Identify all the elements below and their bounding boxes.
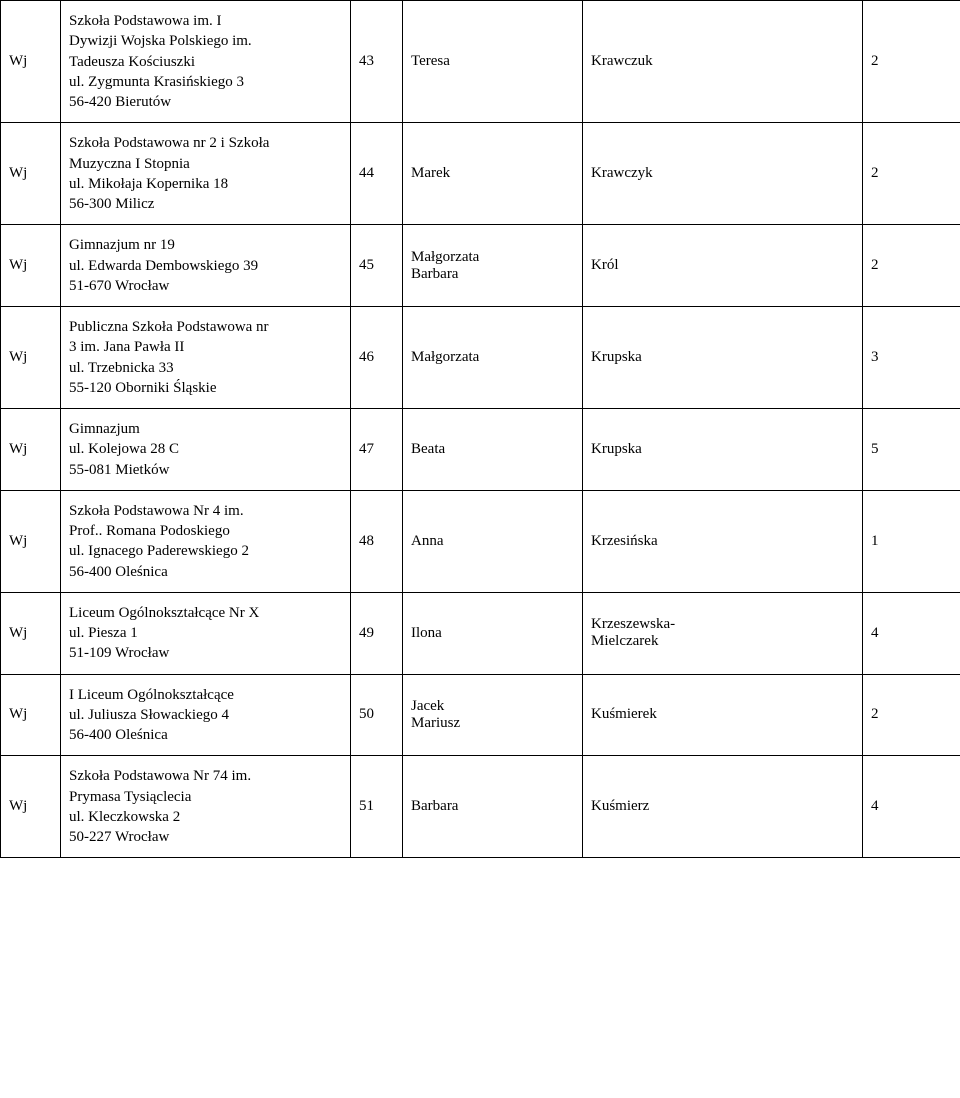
school-line: Szkoła Podstawowa Nr 74 im.	[69, 766, 342, 786]
school-line: 55-120 Oborniki Śląskie	[69, 378, 342, 398]
wj-cell: Wj	[1, 123, 61, 225]
wj-cell: Wj	[1, 225, 61, 307]
firstname-cell: Beata	[403, 409, 583, 491]
num-cell: 49	[351, 592, 403, 674]
wj-cell: Wj	[1, 674, 61, 756]
score-cell: 2	[863, 225, 960, 307]
school-line: 3 im. Jana Pawła II	[69, 337, 342, 357]
wj-cell: Wj	[1, 307, 61, 409]
school-line: Muzyczna I Stopnia	[69, 154, 342, 174]
firstname-cell: Anna	[403, 490, 583, 592]
score-cell: 2	[863, 1, 960, 123]
school-line: Szkoła Podstawowa im. I	[69, 11, 342, 31]
lastname-cell: Krzeszewska-Mielczarek	[583, 592, 863, 674]
table-row: WjLiceum Ogólnokształcące Nr Xul. Piesza…	[1, 592, 960, 674]
wj-cell: Wj	[1, 1, 61, 123]
table-row: WjSzkoła Podstawowa Nr 74 im.Prymasa Tys…	[1, 756, 960, 858]
num-cell: 48	[351, 490, 403, 592]
school-line: 55-081 Mietków	[69, 460, 342, 480]
num-cell: 47	[351, 409, 403, 491]
firstname-cell: Marek	[403, 123, 583, 225]
lastname-cell: Krawczyk	[583, 123, 863, 225]
school-line: 56-400 Oleśnica	[69, 562, 342, 582]
school-line: Liceum Ogólnokształcące Nr X	[69, 603, 342, 623]
lastname-cell: Krawczuk	[583, 1, 863, 123]
score-cell: 4	[863, 756, 960, 858]
firstname-cell: JacekMariusz	[403, 674, 583, 756]
school-line: ul. Mikołaja Kopernika 18	[69, 174, 342, 194]
school-line: ul. Kolejowa 28 C	[69, 439, 342, 459]
school-line: Szkoła Podstawowa Nr 4 im.	[69, 501, 342, 521]
school-line: I Liceum Ogólnokształcące	[69, 685, 342, 705]
score-cell: 2	[863, 674, 960, 756]
school-line: Szkoła Podstawowa nr 2 i Szkoła	[69, 133, 342, 153]
table-row: WjGimnazjumul. Kolejowa 28 C55-081 Mietk…	[1, 409, 960, 491]
school-line: ul. Trzebnicka 33	[69, 358, 342, 378]
wj-cell: Wj	[1, 409, 61, 491]
num-cell: 46	[351, 307, 403, 409]
firstname-cell: MałgorzataBarbara	[403, 225, 583, 307]
school-cell: Gimnazjum nr 19ul. Edwarda Dembowskiego …	[61, 225, 351, 307]
score-cell: 1	[863, 490, 960, 592]
school-line: 51-670 Wrocław	[69, 276, 342, 296]
school-cell: Szkoła Podstawowa im. IDywizji Wojska Po…	[61, 1, 351, 123]
lastname-cell: Krupska	[583, 409, 863, 491]
school-line: Publiczna Szkoła Podstawowa nr	[69, 317, 342, 337]
lastname-cell: Krzesińska	[583, 490, 863, 592]
school-cell: Publiczna Szkoła Podstawowa nr3 im. Jana…	[61, 307, 351, 409]
score-cell: 4	[863, 592, 960, 674]
school-line: ul. Edwarda Dembowskiego 39	[69, 256, 342, 276]
school-line: ul. Ignacego Paderewskiego 2	[69, 541, 342, 561]
score-cell: 3	[863, 307, 960, 409]
num-cell: 50	[351, 674, 403, 756]
num-cell: 45	[351, 225, 403, 307]
firstname-cell: Ilona	[403, 592, 583, 674]
num-cell: 44	[351, 123, 403, 225]
firstname-cell: Teresa	[403, 1, 583, 123]
school-line: Tadeusza Kościuszki	[69, 52, 342, 72]
school-line: Gimnazjum nr 19	[69, 235, 342, 255]
school-line: Gimnazjum	[69, 419, 342, 439]
table-row: WjI Liceum Ogólnokształcąceul. Juliusza …	[1, 674, 960, 756]
num-cell: 51	[351, 756, 403, 858]
school-line: Prymasa Tysiąclecia	[69, 787, 342, 807]
school-line: 56-300 Milicz	[69, 194, 342, 214]
table-row: WjGimnazjum nr 19ul. Edwarda Dembowskieg…	[1, 225, 960, 307]
lastname-cell: Kuśmierek	[583, 674, 863, 756]
school-cell: Szkoła Podstawowa nr 2 i SzkołaMuzyczna …	[61, 123, 351, 225]
school-cell: Szkoła Podstawowa Nr 4 im.Prof.. Romana …	[61, 490, 351, 592]
table-row: WjSzkoła Podstawowa nr 2 i SzkołaMuzyczn…	[1, 123, 960, 225]
school-cell: Szkoła Podstawowa Nr 74 im.Prymasa Tysią…	[61, 756, 351, 858]
school-line: 51-109 Wrocław	[69, 643, 342, 663]
school-line: ul. Kleczkowska 2	[69, 807, 342, 827]
lastname-cell: Krupska	[583, 307, 863, 409]
table-row: WjPubliczna Szkoła Podstawowa nr3 im. Ja…	[1, 307, 960, 409]
school-line: ul. Piesza 1	[69, 623, 342, 643]
school-line: ul. Juliusza Słowackiego 4	[69, 705, 342, 725]
firstname-cell: Barbara	[403, 756, 583, 858]
school-line: Prof.. Romana Podoskiego	[69, 521, 342, 541]
school-line: 50-227 Wrocław	[69, 827, 342, 847]
table-row: WjSzkoła Podstawowa Nr 4 im.Prof.. Roman…	[1, 490, 960, 592]
school-line: 56-400 Oleśnica	[69, 725, 342, 745]
table-row: WjSzkoła Podstawowa im. IDywizji Wojska …	[1, 1, 960, 123]
wj-cell: Wj	[1, 756, 61, 858]
firstname-cell: Małgorzata	[403, 307, 583, 409]
school-cell: Gimnazjumul. Kolejowa 28 C55-081 Mietków	[61, 409, 351, 491]
num-cell: 43	[351, 1, 403, 123]
school-cell: I Liceum Ogólnokształcąceul. Juliusza Sł…	[61, 674, 351, 756]
school-line: ul. Zygmunta Krasińskiego 3	[69, 72, 342, 92]
wj-cell: Wj	[1, 490, 61, 592]
wj-cell: Wj	[1, 592, 61, 674]
lastname-cell: Król	[583, 225, 863, 307]
score-cell: 2	[863, 123, 960, 225]
lastname-cell: Kuśmierz	[583, 756, 863, 858]
score-cell: 5	[863, 409, 960, 491]
school-line: 56-420 Bierutów	[69, 92, 342, 112]
school-cell: Liceum Ogólnokształcące Nr Xul. Piesza 1…	[61, 592, 351, 674]
data-table: WjSzkoła Podstawowa im. IDywizji Wojska …	[0, 0, 960, 858]
school-line: Dywizji Wojska Polskiego im.	[69, 31, 342, 51]
